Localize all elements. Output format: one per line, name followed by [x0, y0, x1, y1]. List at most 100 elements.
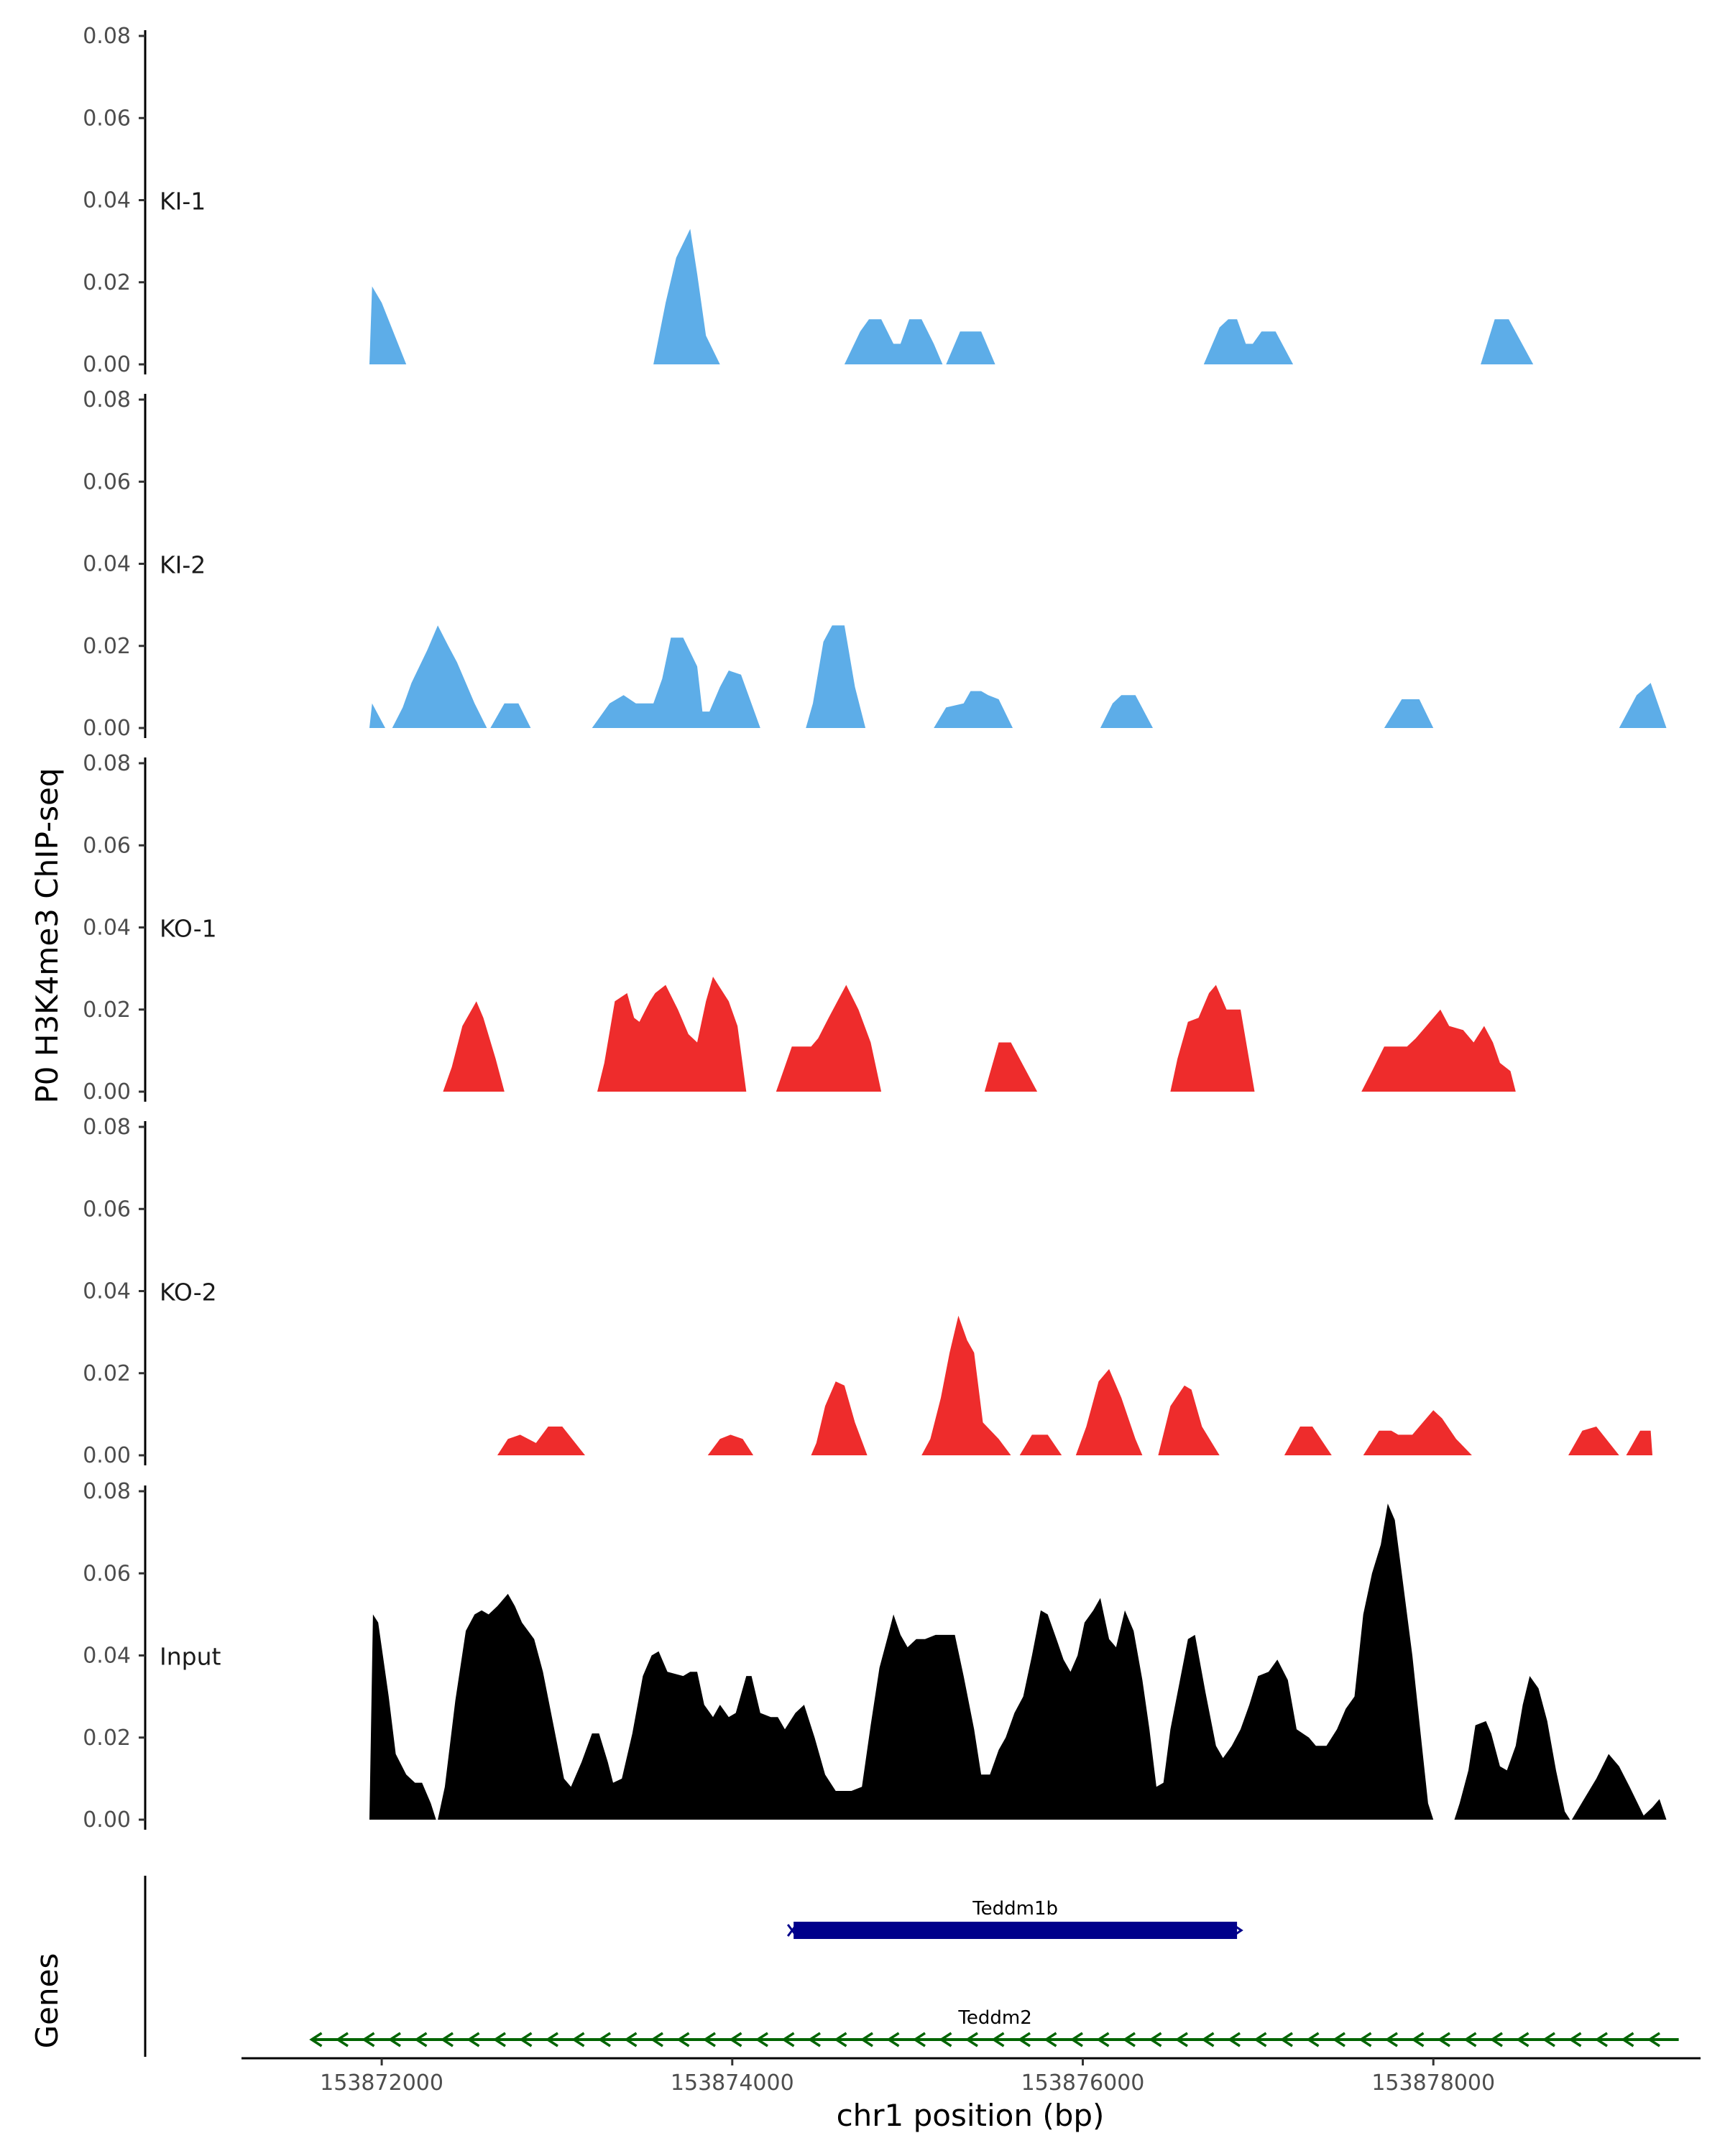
strand-arrow	[939, 2032, 952, 2047]
strand-arrow	[1332, 2032, 1346, 2047]
strand-arrow	[362, 2032, 375, 2047]
strand-arrow	[1568, 2032, 1582, 2047]
gene-teddm1b: Teddm1b	[786, 1898, 1243, 1939]
signal-peak	[934, 691, 1013, 728]
strand-arrow	[1647, 2032, 1660, 2047]
x-tick-label: 153874000	[671, 2070, 794, 2096]
signal-peak	[921, 1315, 1011, 1455]
gene-start-mark	[786, 1924, 798, 1937]
gene-label: Teddm1b	[972, 1898, 1058, 1920]
strand-arrow	[1621, 2032, 1634, 2047]
strand-arrow	[860, 2032, 873, 2047]
strand-arrow	[1149, 2032, 1162, 2047]
strand-arrow	[1044, 2032, 1057, 2047]
y-tick-label: 0.02	[83, 1361, 131, 1386]
strand-arrow	[1201, 2032, 1215, 2047]
y-axis-title: P0 H3K4me3 ChIP-seq	[29, 768, 65, 1103]
y-tick-label: 0.04	[83, 552, 131, 577]
signal-peak	[1284, 1427, 1332, 1455]
y-tick-label: 0.00	[83, 1807, 131, 1833]
signal-peak	[438, 1503, 1434, 1820]
signal-peak	[369, 286, 407, 364]
gene-annotation-track: Teddm1b Teddm2	[144, 1876, 1679, 2057]
signal-peak	[1019, 1434, 1062, 1455]
strand-arrow	[781, 2032, 795, 2047]
gene-label: Teddm2	[957, 2007, 1031, 2029]
track-ko-2: 0.00 0.02 0.04 0.06 0.08 KO-2	[83, 1115, 1652, 1468]
track-ko-1: 0.00 0.02 0.04 0.06 0.08 KO-1	[83, 751, 1516, 1105]
strand-arrow	[597, 2032, 611, 2047]
y-tick-label: 0.04	[83, 1644, 131, 1669]
strand-arrow	[309, 2032, 323, 2047]
signal-peak	[1075, 1369, 1143, 1455]
signal-tracks: 0.00 0.02 0.04 0.06 0.08 KI-1 0.00 0.02 0.04 0.06…	[83, 24, 1667, 1833]
y-tick-label: 0.00	[83, 716, 131, 741]
signal-peak	[490, 703, 531, 728]
strand-arrow	[650, 2032, 663, 2047]
strand-arrow	[1096, 2032, 1110, 2047]
y-tick-label: 0.08	[83, 387, 131, 413]
signal-peak	[1384, 699, 1434, 728]
signal-peak	[1454, 1676, 1570, 1820]
y-tick-label: 0.08	[83, 1479, 131, 1504]
x-tick-label: 153878000	[1371, 2070, 1495, 2096]
y-tick-label: 0.06	[83, 1197, 131, 1222]
y-tick-label: 0.06	[83, 469, 131, 494]
strand-arrow	[1542, 2032, 1555, 2047]
signal-peak	[443, 1001, 505, 1092]
signal-peak	[653, 229, 720, 364]
track-ki-2: 0.00 0.02 0.04 0.06 0.08 KI-2	[83, 387, 1667, 741]
strand-arrow	[1122, 2032, 1136, 2047]
signal-peak	[1361, 1009, 1516, 1092]
y-tick-label: 0.04	[83, 1279, 131, 1304]
strand-arrow	[834, 2032, 847, 2047]
signal-peak	[806, 625, 866, 728]
signal-peak	[1363, 1410, 1472, 1455]
strand-arrow	[729, 2032, 742, 2047]
strand-arrow	[755, 2032, 768, 2047]
signal-peak	[1481, 319, 1534, 364]
y-tick-label: 0.04	[83, 916, 131, 941]
strand-arrow	[1227, 2032, 1241, 2047]
strand-arrow	[1463, 2032, 1477, 2047]
y-tick-label: 0.06	[83, 1561, 131, 1586]
track-label-ko-1: KO-1	[160, 915, 217, 943]
track-label-ko-2: KO-2	[160, 1279, 217, 1307]
signal-peak	[1203, 319, 1294, 364]
track-ki-1: 0.00 0.02 0.04 0.06 0.08 KI-1	[83, 24, 1534, 377]
strand-arrow	[1017, 2032, 1031, 2047]
track-label-input: Input	[160, 1643, 221, 1671]
strand-arrow	[1594, 2032, 1608, 2047]
strand-arrow	[991, 2032, 1005, 2047]
strand-arrow	[335, 2032, 349, 2047]
signal-peak	[597, 977, 747, 1092]
strand-arrow	[1437, 2032, 1450, 2047]
y-tick-label: 0.08	[83, 24, 131, 49]
signal-peak	[844, 319, 943, 364]
signal-peak	[392, 625, 487, 728]
strand-arrow	[1384, 2032, 1398, 2047]
signal-peak	[1568, 1427, 1619, 1455]
strand-arrow	[1358, 2032, 1372, 2047]
strand-arrow	[414, 2032, 428, 2047]
y-tick-label: 0.08	[83, 751, 131, 776]
signal-peak	[592, 637, 760, 728]
gene-end-mark	[1232, 1923, 1243, 1938]
x-tick-label: 153872000	[320, 2070, 443, 2096]
signal-peak	[497, 1427, 585, 1455]
strand-arrow	[912, 2032, 926, 2047]
strand-arrow	[571, 2032, 585, 2047]
signal-peak	[369, 1614, 436, 1820]
strand-arrow	[1489, 2032, 1503, 2047]
strand-arrow	[1254, 2032, 1267, 2047]
signal-peak	[1626, 1430, 1652, 1455]
strand-arrow	[1070, 2032, 1083, 2047]
x-axis: 153872000 153874000 153876000 153878000	[242, 2057, 1701, 2096]
y-tick-label: 0.00	[83, 1079, 131, 1105]
signal-peak	[984, 1042, 1038, 1092]
strand-arrow	[492, 2032, 506, 2047]
y-tick-label: 0.08	[83, 1115, 131, 1140]
signal-peak	[1158, 1385, 1220, 1455]
strand-arrow	[440, 2032, 454, 2047]
